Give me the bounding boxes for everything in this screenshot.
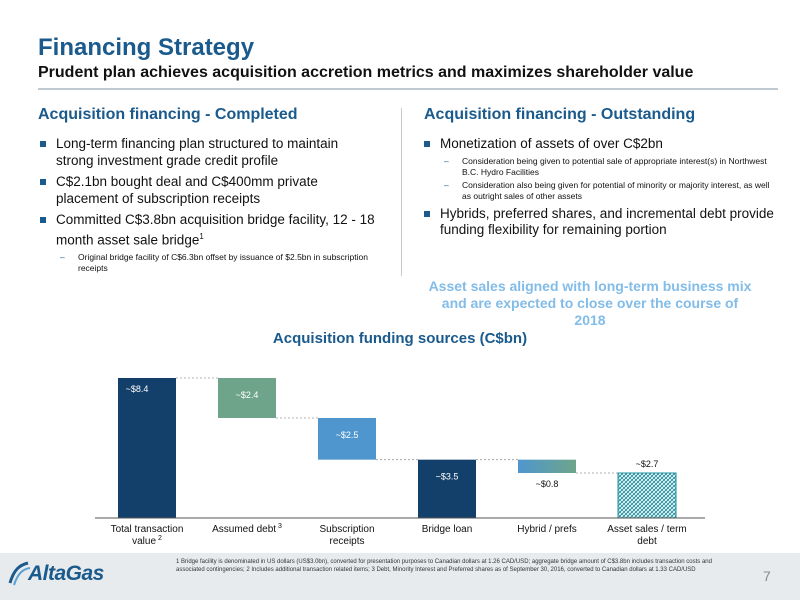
category-label: Hybrid / prefs xyxy=(517,524,576,535)
callout-text: Asset sales aligned with long-term busin… xyxy=(428,278,752,328)
right-bullet-list: Monetization of assets of over C$2bn Con… xyxy=(422,136,777,244)
page-subtitle: Prudent plan achieves acquisition accret… xyxy=(38,64,694,81)
page-number: 7 xyxy=(763,568,771,584)
category-label: Subscription receipts xyxy=(319,524,374,547)
left-bullet-3: Committed C$3.8bn acquisition bridge fac… xyxy=(38,212,378,249)
left-bullet-list: Long-term financing plan structured to m… xyxy=(38,136,378,278)
value-label: ~$2.4 xyxy=(236,390,259,400)
category-label: Total transaction value 2 xyxy=(111,524,184,547)
right-heading: Acquisition financing - Outstanding xyxy=(424,106,696,123)
footer-band xyxy=(0,553,800,600)
right-bullet-1: Monetization of assets of over C$2bn xyxy=(422,136,777,153)
bar-total-transaction-value xyxy=(118,378,176,518)
bar-asset-sales-term-debt xyxy=(617,472,677,519)
left-bullet-1: Long-term financing plan structured to m… xyxy=(38,136,378,169)
value-label: ~$2.5 xyxy=(336,430,359,440)
altagas-logo-mark xyxy=(8,561,31,586)
bar-bridge-loan xyxy=(418,459,476,518)
column-divider xyxy=(401,108,402,276)
right-sub-bullet-1: Consideration being given to potential s… xyxy=(422,156,777,178)
footnote-ref-1: 1 xyxy=(199,231,204,241)
left-bullet-3-text: Committed C$3.8bn acquisition bridge fac… xyxy=(56,212,375,247)
category-label: Asset sales / term debt xyxy=(607,524,686,547)
bar-subscription-receipts xyxy=(318,418,376,460)
chart-title: Acquisition funding sources (C$bn) xyxy=(272,330,528,347)
bar-assumed-debt xyxy=(218,378,276,418)
value-label: ~$2.7 xyxy=(636,459,659,469)
waterfall-chart: ~$8.4 ~$2.4 ~$2.5 ~$3.5 ~$0.8 ~$2.7 Total tra… xyxy=(95,377,705,547)
left-bullet-2: C$2.1bn bought deal and C$400mm private … xyxy=(38,174,378,207)
left-sub-bullet: Original bridge facility of C$6.3bn offs… xyxy=(38,252,378,274)
page-title: Financing Strategy xyxy=(38,34,255,61)
footnote: 1 Bridge facility is denominated in US d… xyxy=(176,559,712,573)
value-label: ~$8.4 xyxy=(126,384,149,394)
category-label: Bridge loan xyxy=(422,524,473,535)
bar-hybrid-prefs xyxy=(518,459,576,473)
altagas-logo: AltaGas xyxy=(28,562,104,585)
left-heading: Acquisition financing - Completed xyxy=(38,106,298,123)
right-sub-bullet-2: Consideration also being given for poten… xyxy=(422,180,777,202)
right-bullet-2: Hybrids, preferred shares, and increment… xyxy=(422,206,777,239)
title-divider xyxy=(38,88,778,90)
value-label: ~$3.5 xyxy=(436,472,459,482)
value-label: ~$0.8 xyxy=(536,479,559,489)
category-label: Assumed debt 3 xyxy=(212,523,282,535)
